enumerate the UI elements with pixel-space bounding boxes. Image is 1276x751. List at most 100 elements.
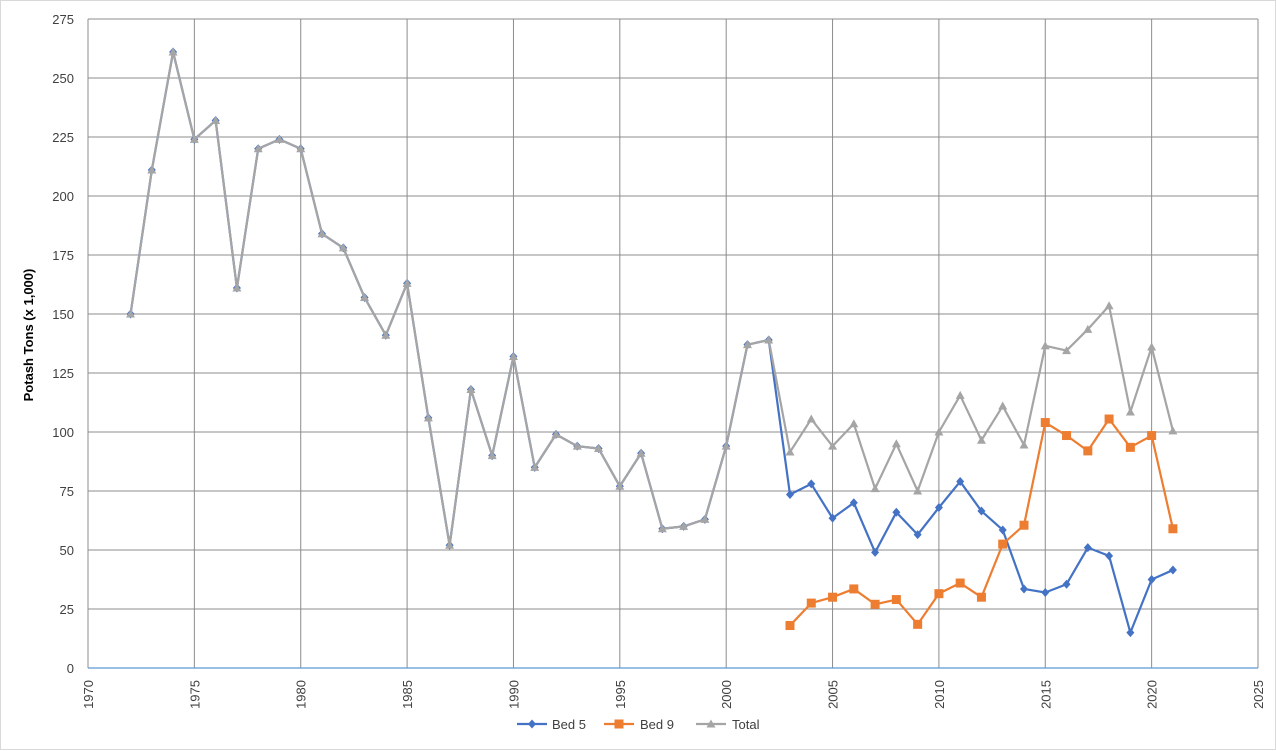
data-point-total (551, 429, 561, 438)
data-point-total (913, 486, 923, 495)
grid (88, 18, 1259, 668)
y-tick-label: 125 (52, 366, 74, 381)
data-point-total (1019, 440, 1029, 449)
x-tick-label: 1985 (400, 680, 415, 709)
data-point-total (764, 335, 774, 344)
y-axis-title: Potash Tons (x 1,000) (21, 269, 36, 402)
y-tick-label: 200 (52, 189, 74, 204)
data-point-bed-5 (828, 513, 837, 523)
y-tick-label: 275 (52, 12, 74, 27)
data-point-total (402, 278, 412, 287)
x-tick-label: 2005 (826, 680, 841, 709)
data-point-total (211, 115, 221, 124)
series-layer (126, 47, 1178, 638)
legend-item-total: Total (696, 717, 760, 732)
data-point-total (998, 401, 1008, 410)
data-point-bed-9 (849, 584, 859, 594)
data-point-total (147, 165, 157, 174)
data-point-total (508, 351, 518, 360)
data-point-total (828, 441, 838, 450)
data-point-bed-5 (956, 477, 965, 487)
y-tick-label: 150 (52, 307, 74, 322)
legend-marker-bed-5 (528, 719, 536, 729)
legend-item-bed-9: Bed 9 (604, 717, 674, 732)
series-line-bed-5 (129, 50, 1174, 634)
data-point-bed-9 (891, 595, 901, 605)
y-tick-label: 225 (52, 130, 74, 145)
data-point-total (1147, 342, 1157, 351)
data-point-bed-5 (1147, 575, 1156, 584)
x-tick-label: 2000 (719, 680, 734, 709)
data-point-total (1104, 301, 1114, 310)
y-tick-label: 25 (60, 602, 74, 617)
data-point-total (1125, 407, 1135, 416)
data-point-total (232, 283, 242, 292)
data-point-total (274, 134, 284, 143)
data-point-bed-5 (1083, 543, 1092, 553)
x-tick-label: 2025 (1251, 680, 1266, 709)
data-point-bed-9 (998, 539, 1008, 549)
x-tick-label: 1970 (81, 680, 96, 709)
data-point-total (679, 521, 689, 530)
data-point-bed-9 (1168, 524, 1178, 534)
data-point-total (126, 309, 136, 318)
series-line-total (129, 50, 1174, 547)
data-point-total (1168, 426, 1178, 435)
data-point-total (636, 448, 646, 457)
data-point-bed-9 (1147, 431, 1157, 441)
data-point-total (317, 229, 327, 238)
series-total (126, 47, 1178, 549)
data-point-total (253, 144, 263, 153)
y-tick-label: 175 (52, 248, 74, 263)
axes (87, 19, 1258, 669)
y-tick-label: 75 (60, 484, 74, 499)
data-point-bed-9 (1083, 446, 1093, 456)
data-point-total (721, 441, 731, 450)
data-point-total (423, 413, 433, 422)
y-tick-label: 0 (67, 661, 74, 676)
x-tick-label: 1975 (187, 680, 202, 709)
data-point-bed-5 (892, 507, 901, 517)
data-point-bed-5 (1105, 551, 1114, 561)
legend-marker-bed-9 (614, 719, 624, 729)
x-tick-label: 2015 (1038, 680, 1053, 709)
data-point-total (806, 414, 816, 423)
data-point-total (615, 481, 625, 490)
x-tick-label: 1995 (613, 680, 628, 709)
data-point-total (976, 435, 986, 444)
data-point-total (657, 524, 667, 533)
data-point-total (1062, 346, 1072, 355)
data-point-total (487, 451, 497, 460)
data-point-total (870, 484, 880, 493)
data-point-bed-9 (1104, 414, 1114, 424)
data-point-total (572, 441, 582, 450)
data-point-bed-5 (871, 547, 880, 557)
series-bed-9 (785, 414, 1178, 631)
data-point-total (955, 390, 965, 399)
y-tick-label: 50 (60, 543, 74, 558)
data-point-bed-9 (1019, 520, 1029, 530)
x-tick-label: 2010 (932, 680, 947, 709)
data-point-total (445, 540, 455, 549)
legend-item-bed-5: Bed 5 (517, 717, 586, 732)
data-point-bed-9 (785, 621, 795, 631)
data-point-total (530, 462, 540, 471)
data-point-total (1083, 324, 1093, 333)
legend-label-total: Total (732, 717, 760, 732)
y-tick-label: 250 (52, 71, 74, 86)
legend: Bed 5 Bed 9 Total (517, 717, 760, 732)
data-point-bed-9 (828, 592, 838, 602)
data-point-bed-9 (1040, 418, 1050, 428)
x-tick-label: 1980 (294, 680, 309, 709)
data-point-bed-5 (807, 479, 816, 489)
legend-label-bed-9: Bed 9 (640, 717, 674, 732)
data-point-bed-9 (806, 598, 816, 608)
data-point-bed-9 (955, 578, 965, 588)
data-point-total (594, 444, 604, 453)
data-point-bed-5 (1020, 584, 1028, 594)
data-point-bed-9 (976, 592, 986, 602)
data-point-bed-5 (1168, 565, 1177, 575)
legend-marker-total (706, 719, 716, 728)
data-point-bed-5 (913, 530, 922, 540)
